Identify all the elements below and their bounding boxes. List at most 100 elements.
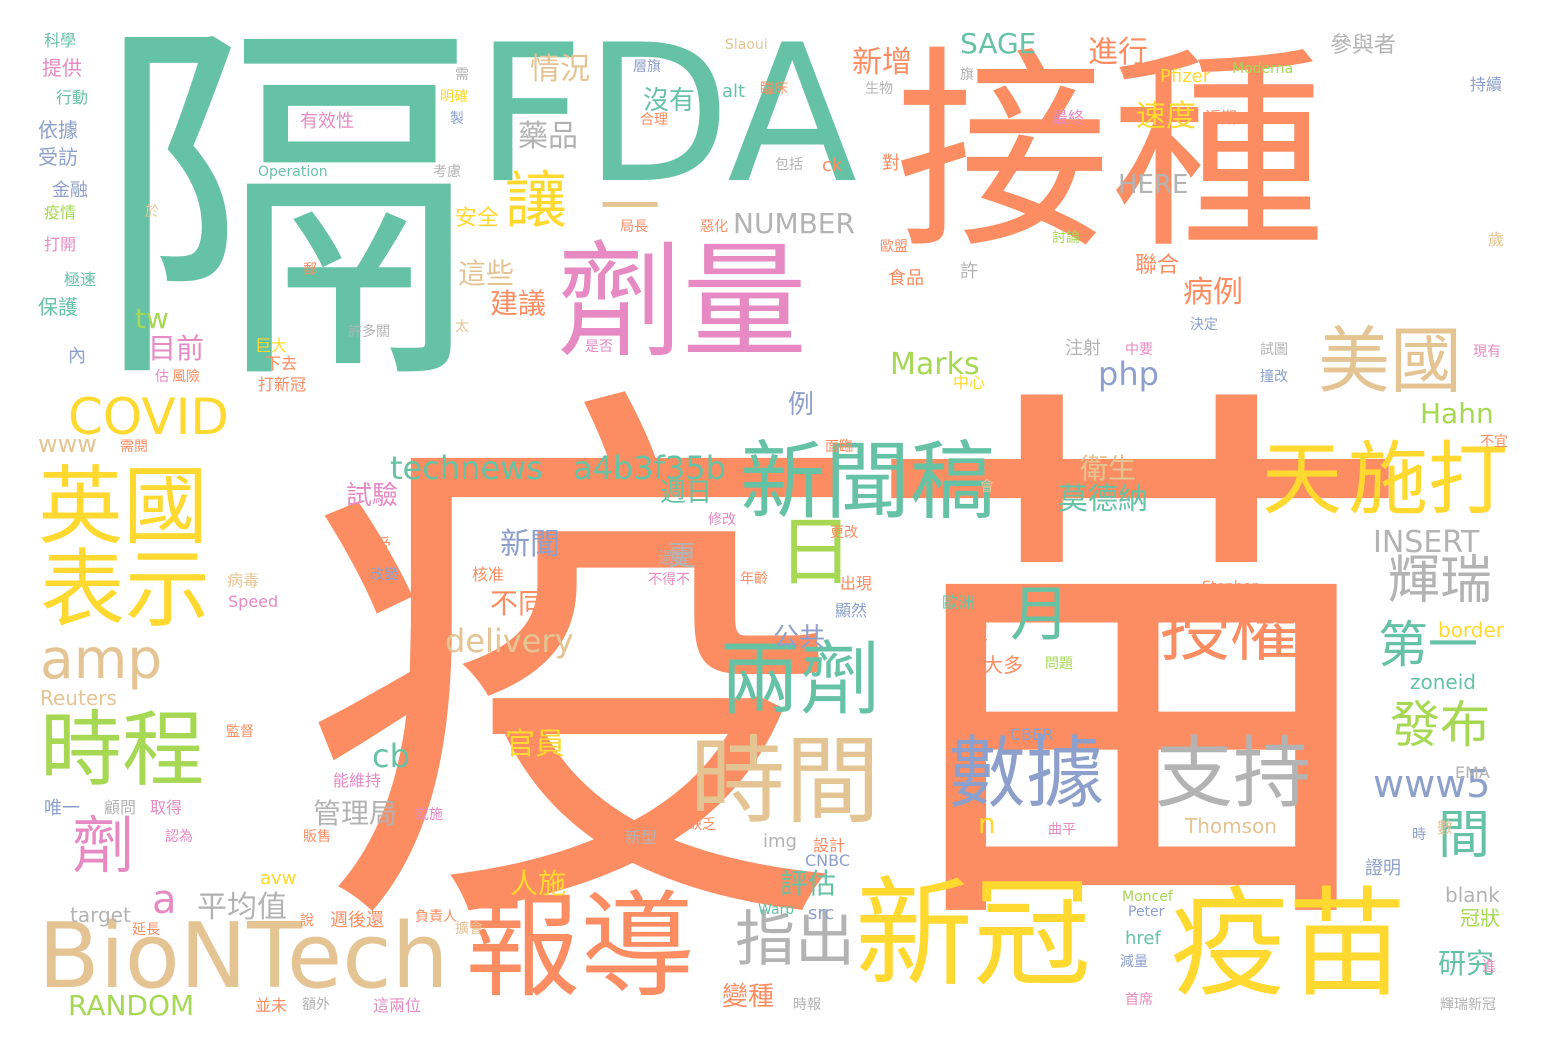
word-30: 間 [1438, 806, 1491, 866]
word-89: 莫德納 [1058, 482, 1148, 517]
word-173: 過程 [658, 548, 691, 567]
word-166: 歐洲 [942, 593, 975, 612]
word-57: CBER [1010, 725, 1054, 744]
word-183: 撞改 [1260, 369, 1288, 385]
word-99: 平均值 [197, 890, 287, 925]
word-140: 監督 [226, 724, 254, 740]
word-107: 依據 [38, 118, 78, 142]
word-181: 是否 [585, 339, 613, 355]
word-143: 新型 [625, 828, 658, 847]
word-55: border [1438, 618, 1505, 642]
word-21: 授權 [1160, 589, 1300, 671]
word-26: 讓 [505, 164, 568, 237]
word-36: a [152, 877, 177, 923]
word-15: 英國 [38, 458, 209, 557]
word-82: 這些 [458, 257, 515, 290]
word-148: 擴會 [455, 921, 483, 937]
word-61: Slaoui [725, 37, 768, 53]
word-151: 這兩位 [373, 996, 422, 1015]
word-160: 時 [1412, 827, 1426, 843]
word-39: SAGE [960, 27, 1037, 60]
word-66: Moncef [1122, 889, 1173, 905]
word-24: COVID [68, 388, 229, 446]
word-147: 負責人 [415, 909, 457, 925]
word-7: 疫苗 [1170, 875, 1407, 1013]
word-87: 例 [788, 390, 815, 420]
word-197: 近期 [1205, 108, 1238, 127]
word-98: 人施 [510, 867, 567, 900]
word-0: 疫苗 [300, 346, 1420, 998]
word-182: 試圖 [1260, 342, 1288, 358]
word-154: 說 [300, 913, 314, 929]
word-134: 改變 [370, 567, 398, 583]
word-122: 於 [145, 204, 159, 220]
word-117: 層旗 [633, 59, 661, 75]
word-119: 合理 [640, 112, 668, 128]
word-199: 臨床 [760, 81, 788, 97]
word-136: 唯一 [44, 798, 80, 819]
word-187: 食品 [888, 268, 924, 289]
word-155: 首席 [1125, 992, 1153, 1008]
word-58: CNBC [805, 851, 851, 870]
word-37: www5 [1373, 762, 1491, 806]
word-180: 注射 [1065, 338, 1101, 359]
word-157: 輝瑞新冠 [1440, 997, 1496, 1013]
word-191: 討論 [1052, 230, 1080, 246]
word-77: 新增 [852, 45, 912, 80]
word-128: 許多關 [348, 324, 390, 340]
word-115: 有效性 [300, 111, 354, 132]
word-141: 販售 [303, 829, 331, 845]
word-130: 郵 [303, 262, 317, 278]
word-80: 速度 [1136, 99, 1196, 134]
word-126: 估 [155, 369, 169, 385]
word-175: 會 [980, 479, 994, 495]
word-42: Marks [890, 347, 980, 382]
word-48: www [38, 430, 97, 458]
word-97: 管理局 [313, 797, 398, 830]
word-198: 持續 [1470, 75, 1503, 94]
word-91: 週日 [660, 478, 713, 508]
word-138: 取得 [150, 798, 183, 817]
word-172: 核准 [472, 565, 505, 584]
word-161: 數 [1437, 818, 1454, 837]
word-127: 風險 [172, 369, 200, 385]
word-96: 官員 [505, 727, 565, 762]
word-74: 情況 [530, 52, 590, 87]
word-174: 修改 [708, 512, 736, 528]
word-149: 並未 [255, 996, 288, 1015]
word-196: 最終 [1052, 108, 1085, 127]
word-116: 需 [455, 67, 469, 83]
word-44: php [1098, 355, 1159, 393]
word-12: 新聞稿 [740, 433, 996, 532]
word-178: 中心 [953, 373, 986, 392]
word-190: 惡化 [700, 219, 728, 235]
word-56: EMA [1455, 763, 1490, 782]
word-5: 劑量 [557, 230, 807, 375]
word-40: NUMBER [733, 207, 855, 240]
word-31: 第一 [1378, 616, 1478, 674]
word-95: 公共 [773, 623, 826, 653]
word-28: 輝瑞 [1388, 551, 1493, 611]
word-94: 不同 [490, 587, 547, 620]
word-193: 對 [882, 153, 900, 174]
word-163: 問題 [1045, 656, 1073, 672]
word-137: 顧問 [104, 798, 137, 817]
word-4: 一 [600, 173, 660, 243]
word-3: FDA [475, 4, 858, 225]
word-135: 能維持 [333, 771, 382, 790]
word-114: 內 [68, 346, 86, 367]
word-86: 目前 [148, 332, 205, 365]
word-194: 包括 [775, 157, 803, 173]
word-131: 需閱 [120, 439, 148, 455]
word-60: Moderna [1232, 61, 1294, 77]
word-8: 報導 [465, 880, 696, 1014]
word-11: 兩劑 [720, 633, 880, 726]
word-79: 參與者 [1330, 33, 1397, 58]
word-186: 許 [960, 261, 978, 282]
word-146: 週後還 [330, 910, 384, 931]
word-139: 認為 [165, 829, 193, 845]
word-108: 受訪 [38, 145, 78, 169]
word-53: blank [1445, 883, 1500, 907]
word-111: 打開 [44, 235, 77, 254]
